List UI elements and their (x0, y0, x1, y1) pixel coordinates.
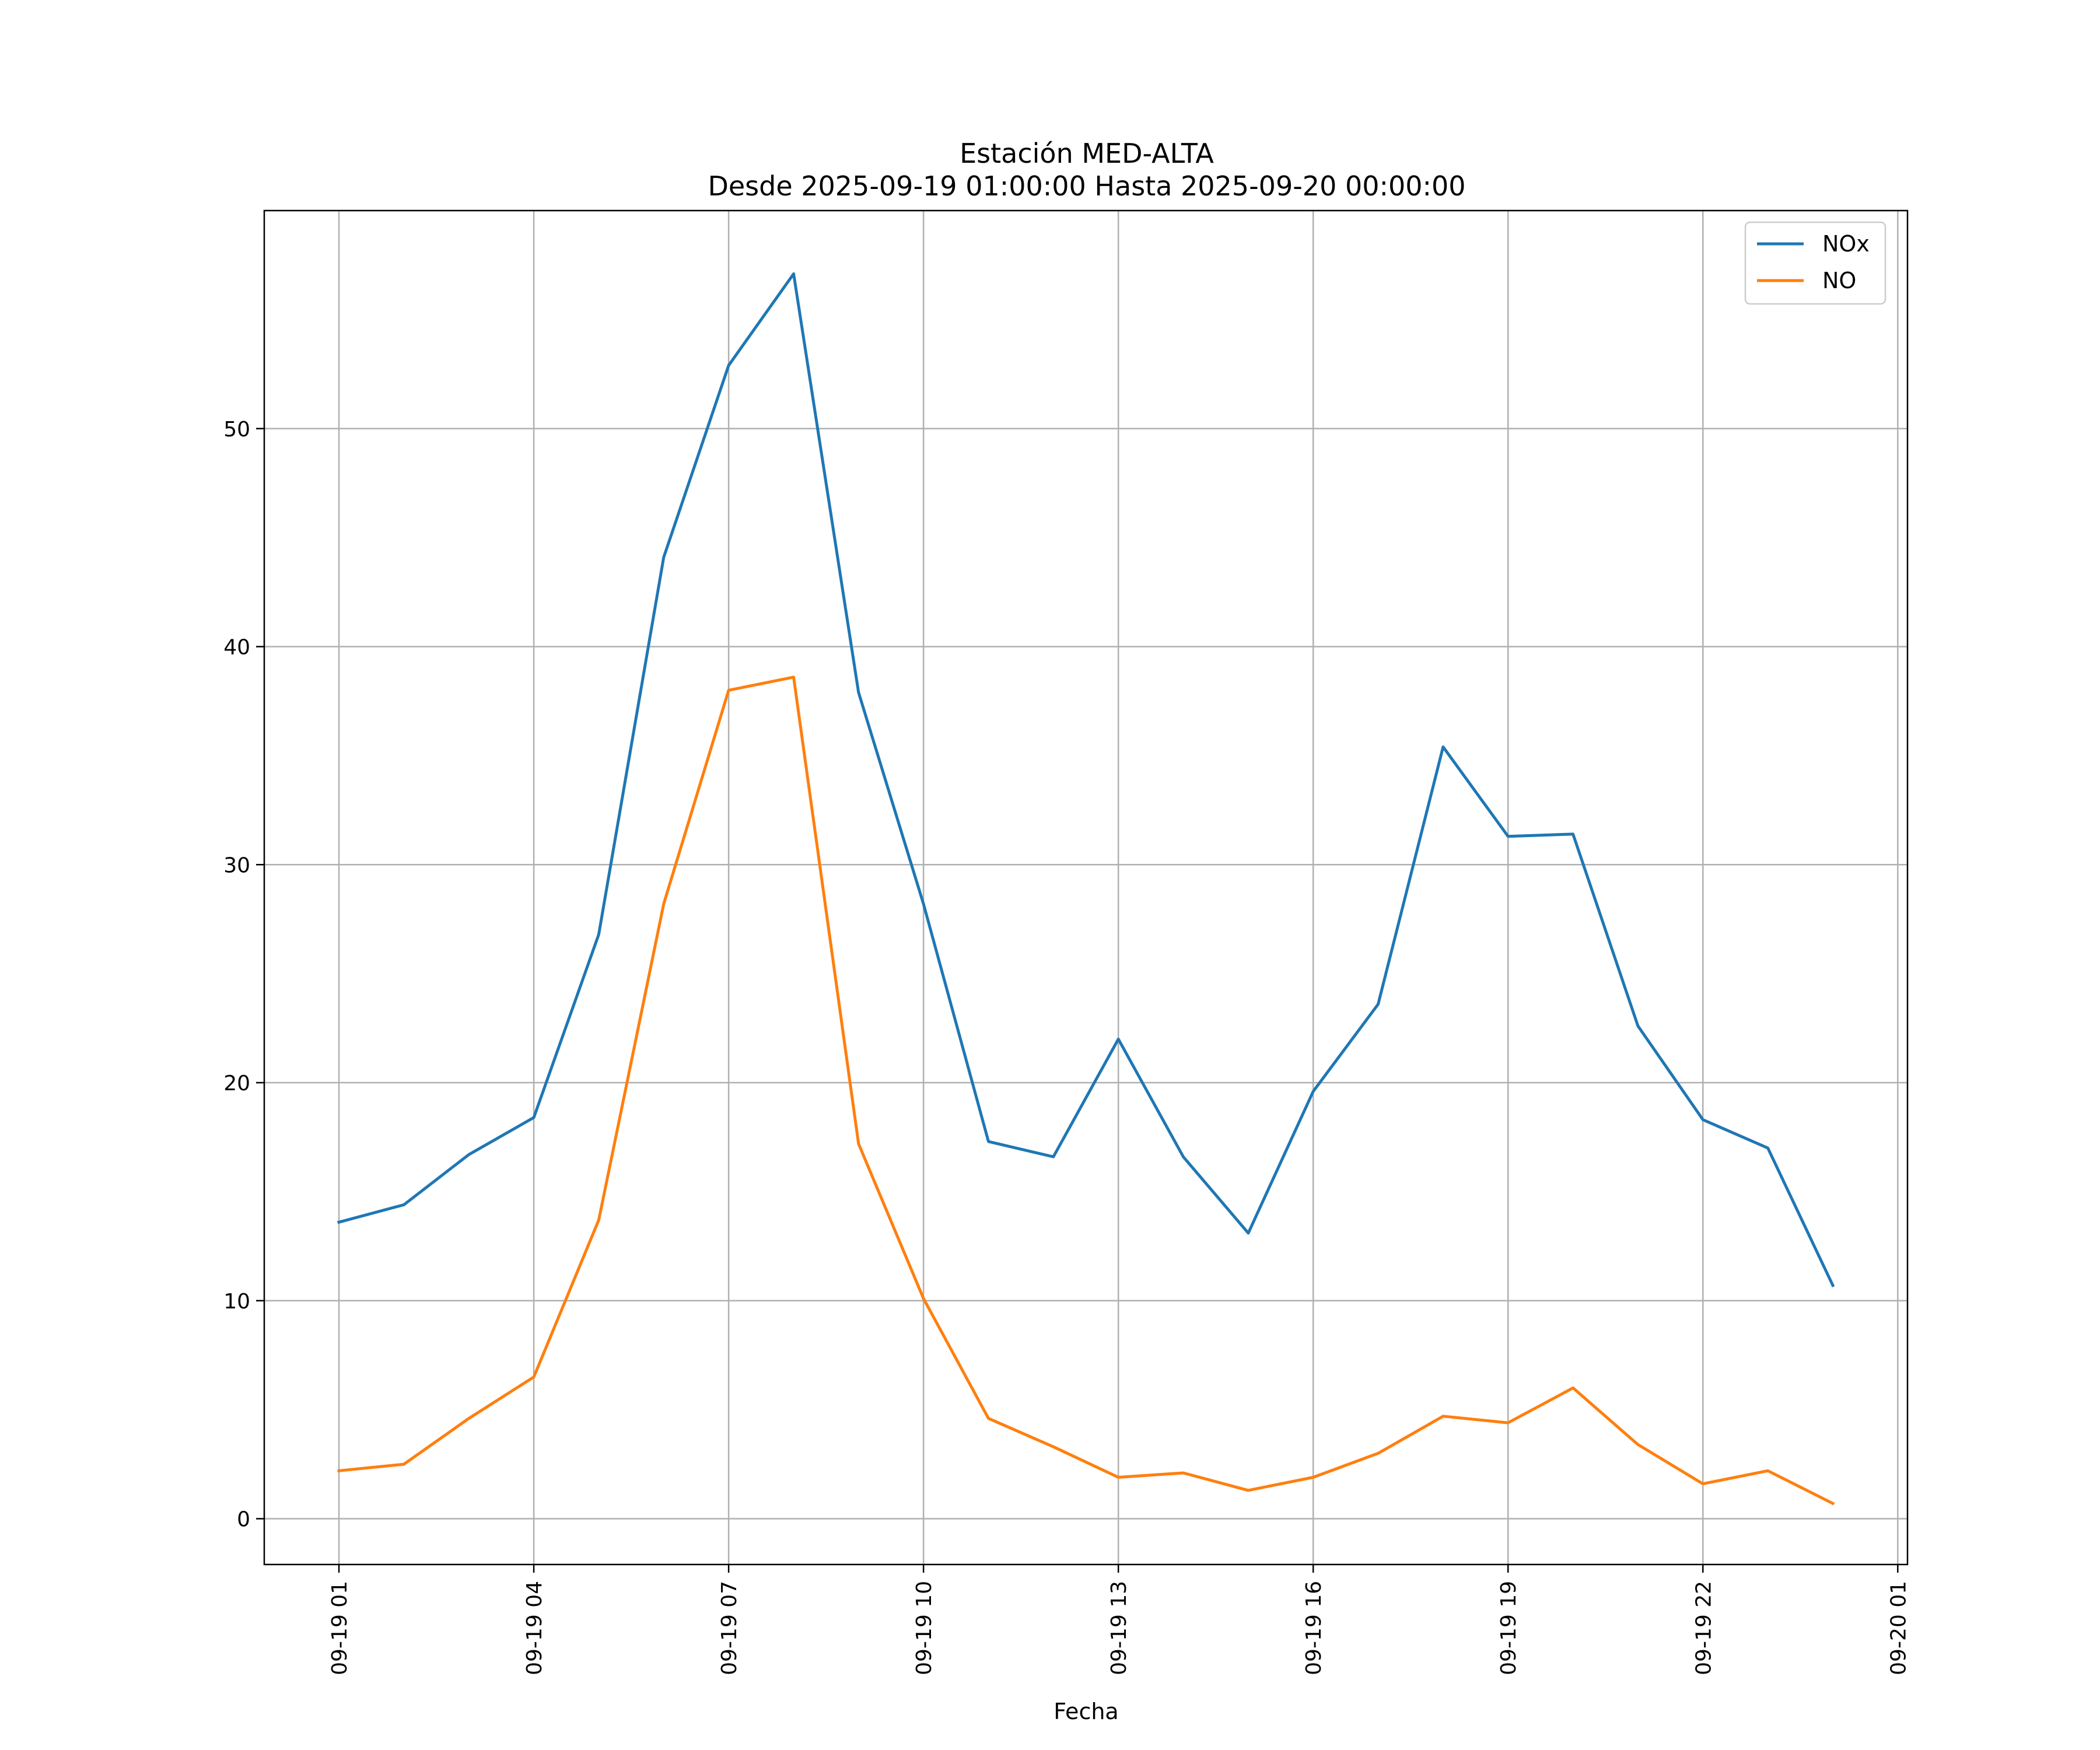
x-tick-label: 09-19 10 (912, 1581, 936, 1675)
series-lines (337, 272, 1835, 1506)
x-axis-ticks: 09-19 01 09-19 04 09-19 07 09-19 10 09-19 13… (328, 1564, 1910, 1675)
y-tick-label: 50 (223, 418, 250, 442)
x-tick-label: 09-20 01 (1887, 1581, 1910, 1675)
y-tick-label: 40 (223, 636, 250, 660)
y-axis-ticks: 0 10 20 30 40 50 (223, 418, 264, 1532)
y-tick-label: 30 (223, 853, 250, 877)
legend: NOx NO (1744, 221, 1887, 305)
chart-subtitle: Desde 2025-09-19 01:00:00 Hasta 2025-09-… (708, 170, 1465, 202)
x-tick-label: 09-19 16 (1302, 1581, 1326, 1675)
x-axis-label: Fecha (1054, 1699, 1118, 1724)
x-tick-label: 09-19 22 (1692, 1581, 1716, 1675)
plot-frame (263, 209, 1909, 1566)
x-tick-label: 09-19 13 (1107, 1581, 1131, 1675)
y-tick-label: 20 (223, 1072, 250, 1096)
x-gridlines (338, 211, 1899, 1564)
y-gridlines (264, 428, 1908, 1520)
x-tick-label: 09-19 01 (328, 1581, 352, 1675)
x-tick-label: 09-19 19 (1497, 1581, 1521, 1675)
series-line-nox (337, 272, 1835, 1287)
x-tick-label: 09-19 07 (718, 1581, 741, 1675)
x-tick-label: 09-19 04 (523, 1581, 547, 1675)
legend-label-no: NO (1822, 268, 1856, 293)
y-tick-label: 10 (223, 1290, 250, 1314)
legend-label-nox: NOx (1822, 231, 1870, 257)
y-tick-label: 0 (237, 1508, 250, 1532)
series-line-no (337, 676, 1835, 1506)
chart-title: Estación MED-ALTA (960, 138, 1214, 169)
